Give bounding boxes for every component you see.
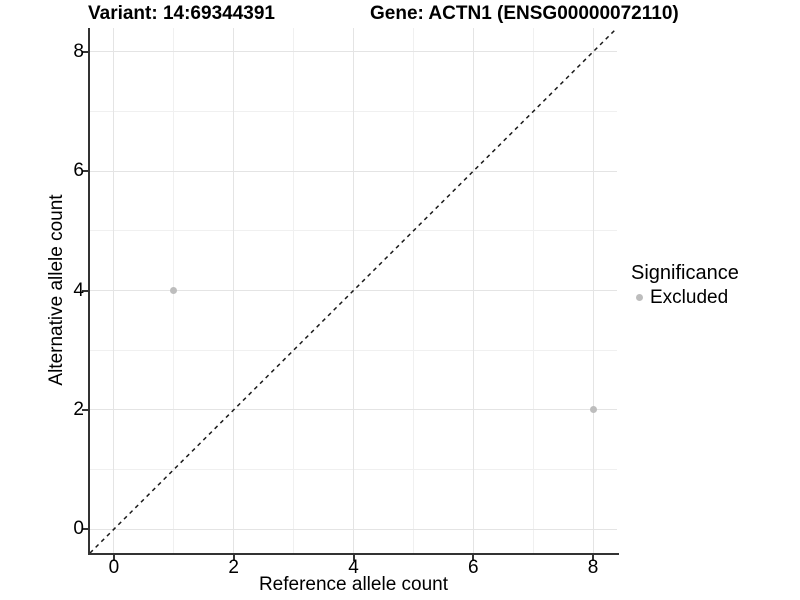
y-tick-label: 4 bbox=[73, 279, 84, 301]
x-axis-title: Reference allele count bbox=[258, 574, 449, 595]
x-axis-tick bbox=[472, 555, 475, 561]
x-axis-tick bbox=[592, 555, 595, 561]
x-axis-tick bbox=[232, 555, 235, 561]
x-tick-label: 0 bbox=[108, 557, 120, 578]
gridline-major-horizontal bbox=[90, 409, 617, 411]
legend: Significance Excluded bbox=[631, 261, 739, 309]
x-axis-tick bbox=[112, 555, 115, 561]
y-axis-tick bbox=[82, 170, 88, 173]
gridline-major-horizontal bbox=[90, 528, 617, 530]
x-tick-label: 8 bbox=[587, 557, 599, 578]
gridline-major-horizontal bbox=[90, 51, 617, 53]
y-tick-label: 8 bbox=[73, 40, 84, 62]
legend-point-swatch bbox=[636, 294, 643, 301]
legend-title: Significance bbox=[631, 262, 739, 284]
y-axis-tick bbox=[82, 50, 88, 53]
y-axis-tick bbox=[82, 528, 88, 531]
plot-panel bbox=[90, 28, 617, 553]
y-tick-label: 0 bbox=[73, 518, 84, 540]
x-tick-label: 6 bbox=[467, 557, 479, 578]
x-tick-label: 2 bbox=[228, 557, 239, 578]
y-axis-tick bbox=[82, 289, 88, 292]
variant-title: Variant: 14:69344391 bbox=[88, 3, 275, 24]
y-axis-line bbox=[88, 28, 90, 555]
x-axis-line bbox=[88, 553, 619, 555]
y-tick-label: 2 bbox=[73, 398, 84, 420]
identity-line bbox=[90, 28, 617, 553]
x-tick-label: 4 bbox=[348, 557, 359, 578]
legend-entry-label: Excluded bbox=[650, 287, 729, 308]
data-point bbox=[170, 287, 178, 294]
x-axis-tick bbox=[352, 555, 355, 561]
gene-title: Gene: ACTN1 (ENSG00000072110) bbox=[370, 3, 679, 24]
gridline-major-horizontal bbox=[90, 170, 617, 172]
y-axis-tick bbox=[82, 408, 88, 411]
y-tick-label: 6 bbox=[73, 160, 84, 182]
data-point bbox=[589, 406, 597, 414]
legend-entry: Excluded bbox=[631, 286, 739, 309]
